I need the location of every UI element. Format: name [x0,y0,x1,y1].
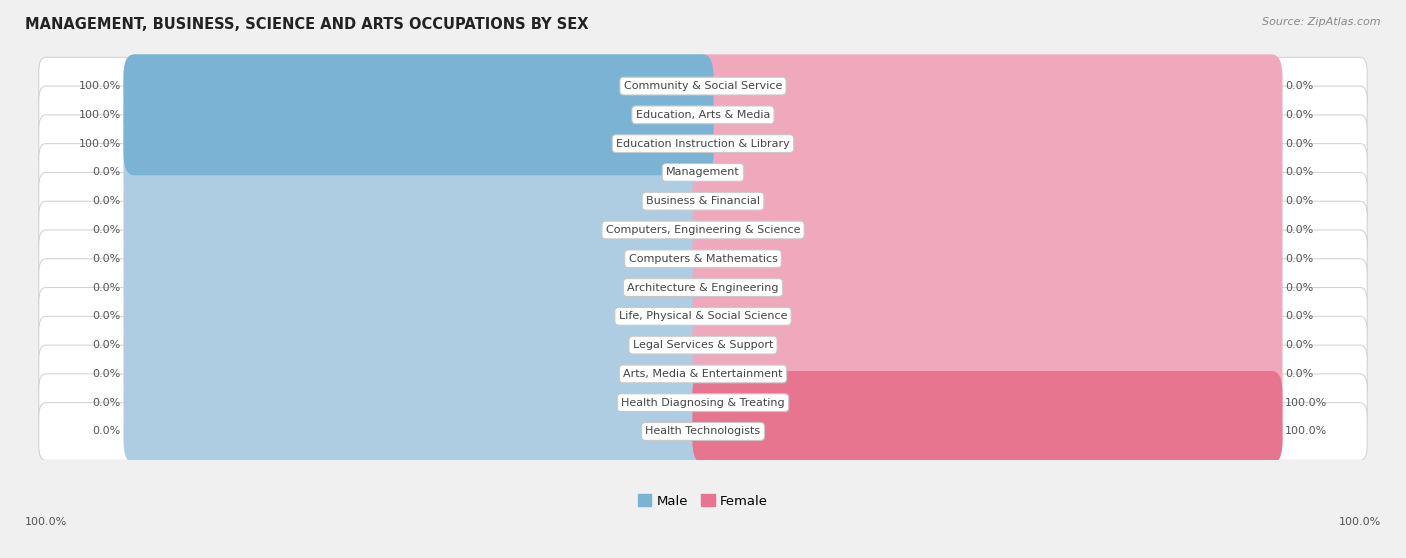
Legend: Male, Female: Male, Female [638,494,768,508]
FancyBboxPatch shape [124,83,714,147]
Text: 0.0%: 0.0% [1285,340,1313,350]
Text: 0.0%: 0.0% [1285,81,1313,91]
Text: 100.0%: 100.0% [1339,517,1381,527]
FancyBboxPatch shape [39,172,1367,230]
Text: 0.0%: 0.0% [1285,311,1313,321]
Text: 0.0%: 0.0% [1285,110,1313,120]
FancyBboxPatch shape [124,342,714,406]
FancyBboxPatch shape [124,170,714,233]
Text: 0.0%: 0.0% [93,369,121,379]
Text: 100.0%: 100.0% [1285,398,1327,408]
FancyBboxPatch shape [692,141,1282,204]
Text: 0.0%: 0.0% [93,282,121,292]
Text: 0.0%: 0.0% [93,225,121,235]
Text: 0.0%: 0.0% [93,311,121,321]
FancyBboxPatch shape [124,256,714,319]
Text: 0.0%: 0.0% [93,340,121,350]
FancyBboxPatch shape [124,227,714,290]
FancyBboxPatch shape [39,403,1367,460]
FancyBboxPatch shape [124,371,714,434]
FancyBboxPatch shape [692,112,1282,175]
FancyBboxPatch shape [692,198,1282,262]
Text: Computers, Engineering & Science: Computers, Engineering & Science [606,225,800,235]
FancyBboxPatch shape [39,345,1367,403]
Text: 0.0%: 0.0% [1285,282,1313,292]
FancyBboxPatch shape [124,141,714,204]
FancyBboxPatch shape [39,86,1367,143]
Text: 0.0%: 0.0% [1285,225,1313,235]
FancyBboxPatch shape [692,400,1282,463]
Text: 100.0%: 100.0% [25,517,67,527]
Text: MANAGEMENT, BUSINESS, SCIENCE AND ARTS OCCUPATIONS BY SEX: MANAGEMENT, BUSINESS, SCIENCE AND ARTS O… [25,17,589,32]
Text: Arts, Media & Entertainment: Arts, Media & Entertainment [623,369,783,379]
Text: Management: Management [666,167,740,177]
Text: Health Diagnosing & Treating: Health Diagnosing & Treating [621,398,785,408]
FancyBboxPatch shape [124,285,714,348]
Text: 100.0%: 100.0% [79,81,121,91]
FancyBboxPatch shape [39,287,1367,345]
FancyBboxPatch shape [39,143,1367,201]
FancyBboxPatch shape [124,112,714,175]
FancyBboxPatch shape [124,400,714,463]
Text: Health Technologists: Health Technologists [645,426,761,436]
Text: 100.0%: 100.0% [1285,426,1327,436]
FancyBboxPatch shape [124,198,714,262]
FancyBboxPatch shape [39,374,1367,431]
FancyBboxPatch shape [692,256,1282,319]
FancyBboxPatch shape [124,112,714,175]
Text: Business & Financial: Business & Financial [645,196,761,206]
FancyBboxPatch shape [692,342,1282,406]
FancyBboxPatch shape [692,227,1282,290]
FancyBboxPatch shape [692,371,1282,434]
Text: Education Instruction & Library: Education Instruction & Library [616,138,790,148]
FancyBboxPatch shape [124,83,714,147]
Text: 0.0%: 0.0% [93,254,121,264]
Text: Life, Physical & Social Science: Life, Physical & Social Science [619,311,787,321]
Text: 0.0%: 0.0% [1285,138,1313,148]
FancyBboxPatch shape [39,57,1367,115]
FancyBboxPatch shape [692,83,1282,147]
Text: 0.0%: 0.0% [93,196,121,206]
FancyBboxPatch shape [692,170,1282,233]
FancyBboxPatch shape [124,55,714,118]
Text: Community & Social Service: Community & Social Service [624,81,782,91]
FancyBboxPatch shape [39,201,1367,259]
Text: Legal Services & Support: Legal Services & Support [633,340,773,350]
Text: 100.0%: 100.0% [79,110,121,120]
FancyBboxPatch shape [39,316,1367,374]
Text: 0.0%: 0.0% [93,426,121,436]
FancyBboxPatch shape [124,55,714,118]
Text: 0.0%: 0.0% [93,167,121,177]
FancyBboxPatch shape [39,230,1367,287]
Text: 100.0%: 100.0% [79,138,121,148]
Text: 0.0%: 0.0% [1285,369,1313,379]
Text: Architecture & Engineering: Architecture & Engineering [627,282,779,292]
FancyBboxPatch shape [692,400,1282,463]
Text: Computers & Mathematics: Computers & Mathematics [628,254,778,264]
FancyBboxPatch shape [39,115,1367,172]
Text: 0.0%: 0.0% [1285,167,1313,177]
Text: Source: ZipAtlas.com: Source: ZipAtlas.com [1263,17,1381,27]
FancyBboxPatch shape [39,259,1367,316]
FancyBboxPatch shape [692,371,1282,434]
Text: 0.0%: 0.0% [93,398,121,408]
Text: Education, Arts & Media: Education, Arts & Media [636,110,770,120]
FancyBboxPatch shape [692,285,1282,348]
Text: 0.0%: 0.0% [1285,254,1313,264]
FancyBboxPatch shape [692,55,1282,118]
Text: 0.0%: 0.0% [1285,196,1313,206]
FancyBboxPatch shape [692,314,1282,377]
FancyBboxPatch shape [124,314,714,377]
